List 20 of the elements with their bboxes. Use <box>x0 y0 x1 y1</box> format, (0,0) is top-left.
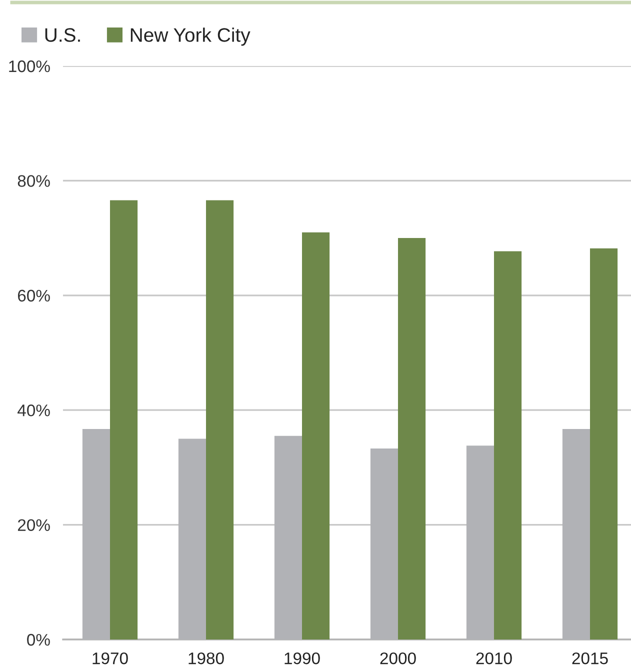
x-tick-label: 1980 <box>188 652 224 664</box>
bar <box>398 238 426 640</box>
legend-label: U.S. <box>45 28 80 42</box>
bar <box>494 251 522 640</box>
x-tick-label: 2015 <box>572 652 608 664</box>
y-tick-label: 0% <box>27 634 50 646</box>
x-tick-label: 1990 <box>284 652 320 664</box>
x-tick-label: 1970 <box>92 652 128 664</box>
y-tick-label: 100% <box>9 60 50 72</box>
y-tick-label: 80% <box>18 175 50 187</box>
x-tick-label: 2010 <box>476 652 512 664</box>
y-tick-label: 40% <box>18 404 50 416</box>
bar <box>590 248 618 640</box>
y-tick-label: 20% <box>18 519 50 532</box>
bar <box>302 232 330 640</box>
bar <box>110 200 138 640</box>
y-tick-label: 60% <box>18 290 50 302</box>
legend-label: New York City <box>130 28 250 46</box>
x-tick-label: 2000 <box>380 652 416 664</box>
bar <box>206 200 234 640</box>
